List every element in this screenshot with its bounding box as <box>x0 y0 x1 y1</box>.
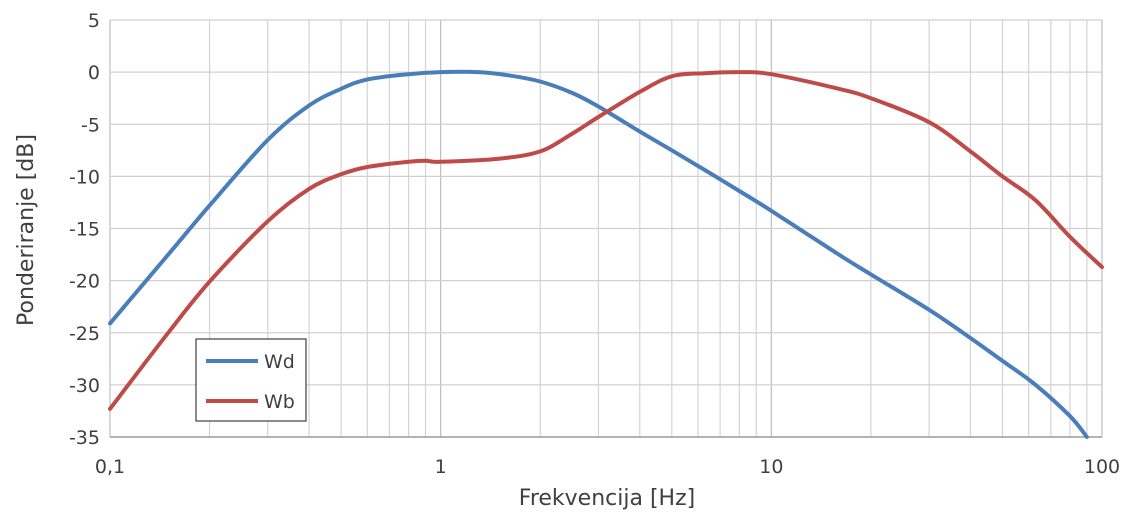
y-axis-title: Ponderiranje [dB] <box>14 134 39 326</box>
grid <box>109 19 1103 438</box>
y-tick-label: -10 <box>69 166 100 188</box>
x-tick-label: 0,1 <box>95 456 125 478</box>
tick-labels: 5 0 -5 -10 -15 -20 -25 -30 -35 0,1 1 10 100 <box>69 10 1120 478</box>
legend-box <box>195 338 307 422</box>
y-tick-label: -35 <box>69 427 100 449</box>
x-axis-title: Frekvencija [Hz] <box>519 486 695 511</box>
y-tick-label: -25 <box>69 323 100 345</box>
legend: Wd Wb <box>195 338 307 422</box>
series-layer <box>108 69 1104 439</box>
y-tick-label: -20 <box>69 271 100 293</box>
legend-label-wb: Wb <box>264 391 295 413</box>
x-tick-label: 100 <box>1084 456 1120 478</box>
y-tick-label: 0 <box>88 62 100 84</box>
x-tick-label: 10 <box>759 456 783 478</box>
y-tick-label: -5 <box>81 114 100 136</box>
legend-label-wd: Wd <box>264 351 295 373</box>
series-line-wb <box>108 70 1104 411</box>
y-tick-label: -15 <box>69 219 100 241</box>
y-tick-label: -30 <box>69 375 100 397</box>
series-line-wd <box>108 69 1089 439</box>
x-tick-label: 1 <box>435 456 447 478</box>
y-tick-label: 5 <box>88 10 100 32</box>
